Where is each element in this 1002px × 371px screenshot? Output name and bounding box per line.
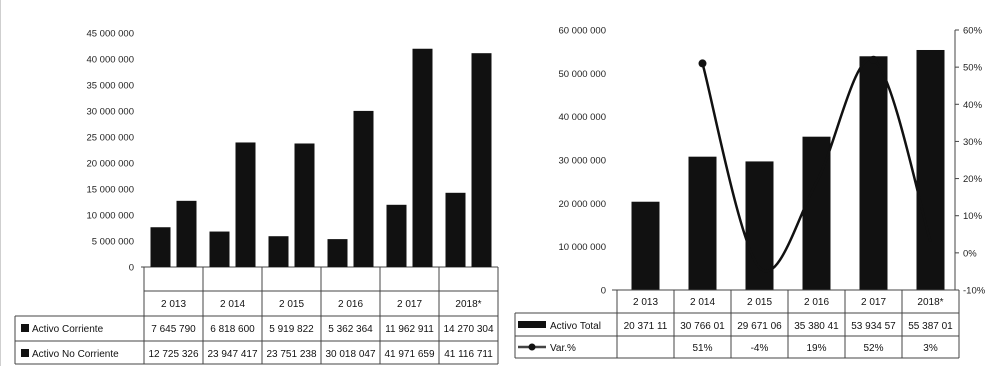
bar-activo-no-corriente: [412, 48, 433, 267]
right-chart: 0 10 000 000 20 000 000 30 000 000 40 000 00…: [514, 26, 986, 359]
x-category-label: 2 017: [861, 297, 886, 308]
y-tick-label: 0: [601, 286, 606, 297]
line-marker: [869, 55, 878, 64]
x-category-label: 2 013: [633, 297, 658, 308]
data-table-value: 5 362 364: [328, 324, 373, 335]
y-tick-label: 0: [129, 263, 134, 274]
bar-activo-no-corriente: [294, 143, 315, 267]
bar-activo-total: [916, 49, 945, 291]
data-table-value: 14 270 304: [443, 324, 493, 335]
data-table-value: 23 751 238: [266, 349, 316, 360]
legend-label: Activo Total: [550, 321, 601, 332]
legend-swatch: [21, 324, 29, 332]
data-table-value: 41 116 711: [444, 349, 493, 360]
data-table-value: 3%: [923, 343, 938, 354]
y-tick-label: 15 000 000: [86, 185, 134, 196]
bar-activo-corriente: [268, 236, 289, 267]
legend-marker: [528, 343, 536, 351]
x-category-label: 2 014: [690, 297, 715, 308]
y-tick-label: 50 000 000: [558, 69, 606, 80]
bar-activo-corriente: [327, 239, 348, 267]
y-tick-label: 30 000 000: [558, 156, 606, 167]
y-tick-label: 20 000 000: [558, 199, 606, 210]
y2-tick-label: 40%: [963, 100, 983, 111]
x-category-label: 2 014: [220, 299, 245, 310]
bar-activo-corriente: [150, 227, 171, 267]
data-table-value: 23 947 417: [207, 349, 257, 360]
legend-label: Activo No Corriente: [32, 349, 119, 360]
y-tick-label: 30 000 000: [86, 107, 134, 118]
y2-tick-label: -10%: [963, 286, 986, 297]
data-table-value: -4%: [751, 343, 769, 354]
y-tick-label: 5 000 000: [92, 237, 134, 248]
data-table-value: 30 766 01: [680, 321, 725, 332]
y-tick-label: 40 000 000: [558, 112, 606, 123]
x-category-label: 2 016: [804, 297, 829, 308]
bar-activo-corriente: [386, 204, 407, 267]
y-tick-label: 60 000 000: [558, 26, 606, 37]
line-marker: [698, 59, 707, 68]
y-tick-label: 10 000 000: [558, 242, 606, 253]
legend-label: Var.%: [550, 343, 576, 354]
data-table-value: 20 371 11: [624, 321, 668, 332]
left-chart: 0 5 000 000 10 000 000 15 000 000 20 000 000…: [14, 29, 499, 365]
data-table-value: 35 380 41: [794, 321, 839, 332]
left-chart-panel: 0 5 000 000 10 000 000 15 000 000 20 000 000…: [0, 0, 499, 366]
data-table-value: 52%: [863, 343, 883, 354]
bar-activo-no-corriente: [176, 200, 197, 267]
legend-swatch: [21, 349, 29, 357]
y2-tick-label: 20%: [963, 174, 983, 185]
bar-activo-corriente: [209, 231, 230, 267]
data-table-value: 51%: [692, 343, 712, 354]
y-tick-label: 10 000 000: [86, 211, 134, 222]
data-table-value: 55 387 01: [908, 321, 953, 332]
bar-activo-total: [859, 56, 888, 290]
data-table-value: 7 645 790: [151, 324, 196, 335]
x-category-label: 2 015: [747, 297, 772, 308]
right-chart-panel: 0 10 000 000 20 000 000 30 000 000 40 000 00…: [512, 0, 1002, 366]
data-table-value: 19%: [806, 343, 826, 354]
data-table-value: 5 919 822: [269, 324, 314, 335]
y-tick-label: 25 000 000: [86, 133, 134, 144]
x-category-label: 2 016: [338, 299, 363, 310]
y2-tick-label: 50%: [963, 63, 983, 74]
x-category-label: 2 013: [161, 299, 186, 310]
bar-activo-corriente: [445, 192, 466, 267]
line-var-pct: [701, 58, 932, 273]
y2-tick-label: 0%: [963, 248, 977, 259]
x-category-label: 2018*: [455, 299, 481, 310]
y2-tick-label: 60%: [963, 26, 983, 37]
legend-label: Activo Corriente: [32, 324, 104, 335]
data-table-value: 41 971 659: [384, 349, 434, 360]
y-tick-label: 40 000 000: [86, 55, 134, 66]
data-table-value: 30 018 047: [325, 349, 375, 360]
bar-activo-no-corriente: [235, 142, 256, 267]
bar-activo-no-corriente: [471, 53, 492, 268]
data-table-value: 6 818 600: [210, 324, 255, 335]
y-tick-label: 35 000 000: [86, 81, 134, 92]
y2-tick-label: 10%: [963, 211, 983, 222]
legend-swatch: [518, 321, 546, 328]
bar-activo-total: [631, 201, 660, 290]
bar-activo-no-corriente: [353, 110, 374, 267]
y-tick-label: 20 000 000: [86, 159, 134, 170]
data-table-value: 11 962 911: [385, 324, 434, 335]
x-category-label: 2 015: [279, 299, 304, 310]
x-category-label: 2018*: [917, 297, 943, 308]
data-table-value: 12 725 326: [148, 349, 198, 360]
bar-activo-total: [688, 156, 717, 290]
y2-tick-label: 30%: [963, 137, 983, 148]
y-tick-label: 45 000 000: [86, 29, 134, 40]
data-table-value: 53 934 57: [851, 321, 896, 332]
data-table-value: 29 671 06: [737, 321, 782, 332]
x-category-label: 2 017: [397, 299, 422, 310]
